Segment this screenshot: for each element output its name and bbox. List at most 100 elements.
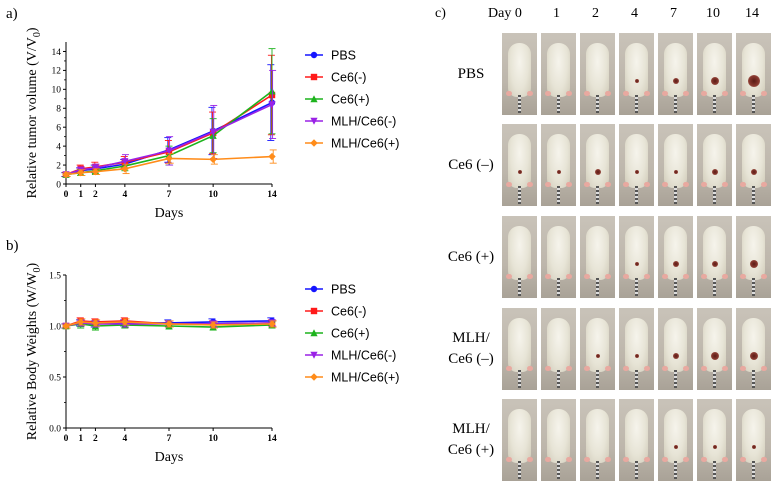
- mouse-photo: [697, 308, 732, 390]
- mouse-photo: [658, 124, 693, 206]
- mouse-mouse: [703, 43, 726, 97]
- tumor-spot: [751, 445, 756, 449]
- tumor-spot: [710, 77, 719, 85]
- mouse-photo: [502, 308, 537, 390]
- mouse-photo: [580, 399, 615, 481]
- legend-marker: [310, 307, 318, 315]
- mouse-mouse: [508, 226, 531, 280]
- data-point: [268, 87, 276, 95]
- x-tick-label: 0: [64, 434, 69, 444]
- mouse-mouse: [742, 43, 765, 97]
- mouse-tail: [752, 461, 755, 479]
- mouse-paw-l: [623, 457, 629, 462]
- mouse-mouse: [703, 318, 726, 372]
- data-point: [77, 318, 85, 326]
- x-tick-label: 7: [167, 434, 172, 444]
- mouse-photo: [658, 216, 693, 298]
- panel-label-c: c): [435, 6, 446, 21]
- mouse-paw-l: [662, 182, 668, 187]
- day-header: 10: [706, 6, 720, 21]
- mouse-mouse: [742, 409, 765, 463]
- tumor-spot: [710, 352, 719, 360]
- mouse-tail: [713, 461, 716, 479]
- mouse-photo: [502, 124, 537, 206]
- tumor-spot: [750, 169, 757, 175]
- legend-label: MLH/Ce6(-): [331, 349, 396, 363]
- mouse-tail: [596, 370, 599, 388]
- mouse-paw-r: [761, 182, 767, 187]
- legend-label: Ce6(-): [331, 305, 366, 319]
- tumor-spot: [672, 78, 679, 84]
- mouse-paw-l: [701, 366, 707, 371]
- mouse-mouse: [625, 134, 648, 188]
- mouse-mouse: [508, 43, 531, 97]
- mouse-tail: [596, 95, 599, 113]
- mouse-paw-r: [761, 457, 767, 462]
- mouse-paw-l: [506, 366, 512, 371]
- mouse-paw-l: [584, 366, 590, 371]
- mouse-mouse: [586, 134, 609, 188]
- mouse-mouse: [742, 134, 765, 188]
- mouse-mouse: [547, 318, 570, 372]
- mouse-photo: [697, 216, 732, 298]
- mouse-tail: [635, 278, 638, 296]
- tumor-spot: [673, 170, 678, 174]
- mouse-tail: [674, 461, 677, 479]
- data-point: [121, 165, 129, 173]
- mouse-paw-r: [683, 457, 689, 462]
- day-header: 4: [631, 6, 638, 21]
- mouse-mouse: [547, 409, 570, 463]
- mouse-paw-l: [506, 182, 512, 187]
- y-tick-label: 6: [56, 124, 61, 134]
- y-tick-label: 0.0: [49, 424, 61, 434]
- y-tick-label: 0.5: [49, 373, 61, 383]
- mouse-paw-r: [605, 274, 611, 279]
- mouse-paw-l: [506, 91, 512, 96]
- data-point: [165, 154, 173, 163]
- mouse-tail: [674, 186, 677, 204]
- mouse-tail: [635, 95, 638, 113]
- mouse-tail: [635, 461, 638, 479]
- tumor-spot: [556, 170, 561, 174]
- legend-label: PBS: [331, 49, 356, 63]
- group-label: MLH/Ce6 (+): [440, 419, 502, 461]
- y-tick-label: 4: [56, 142, 61, 152]
- mouse-paw-r: [527, 457, 533, 462]
- mouse-paw-l: [701, 457, 707, 462]
- x-tick-label: 7: [167, 190, 172, 200]
- mouse-paw-r: [644, 274, 650, 279]
- group-label-line: Ce6 (+): [447, 248, 495, 265]
- legend-label: PBS: [331, 283, 356, 297]
- mouse-paw-r: [644, 182, 650, 187]
- tumor-spot: [749, 352, 758, 360]
- mouse-tail: [557, 186, 560, 204]
- mouse-paw-r: [566, 274, 572, 279]
- mouse-mouse: [742, 318, 765, 372]
- mouse-paw-l: [623, 366, 629, 371]
- mouse-tail: [674, 278, 677, 296]
- mouse-paw-l: [623, 274, 629, 279]
- day-header: Day 0: [488, 6, 522, 21]
- mouse-paw-r: [605, 457, 611, 462]
- legend-marker: [310, 51, 318, 59]
- group-label-line: PBS: [457, 65, 485, 82]
- data-point: [62, 170, 70, 179]
- mouse-paw-l: [506, 274, 512, 279]
- legend-marker: [310, 351, 318, 359]
- mouse-paw-l: [740, 274, 746, 279]
- mouse-tail: [557, 461, 560, 479]
- mouse-tail: [518, 461, 521, 479]
- mouse-paw-r: [605, 366, 611, 371]
- mouse-paw-l: [662, 366, 668, 371]
- mouse-paw-r: [527, 182, 533, 187]
- data-point: [209, 321, 217, 329]
- panel-label-b: b): [6, 238, 19, 254]
- data-point: [268, 320, 276, 328]
- mouse-mouse: [664, 226, 687, 280]
- tumor-spot: [749, 260, 758, 268]
- mouse-photo: [541, 216, 576, 298]
- data-point: [121, 158, 129, 166]
- data-point: [62, 322, 70, 330]
- mouse-paw-r: [683, 366, 689, 371]
